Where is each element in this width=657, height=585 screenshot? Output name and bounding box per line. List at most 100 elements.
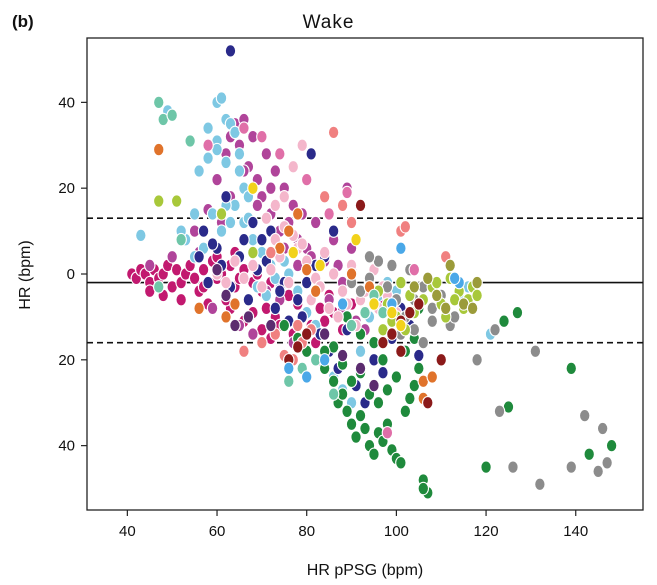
data-point xyxy=(386,305,398,320)
data-point xyxy=(283,224,295,238)
data-point xyxy=(399,220,412,234)
x-tick-label: 40 xyxy=(119,523,136,540)
data-point xyxy=(229,318,241,333)
data-point xyxy=(152,142,165,157)
data-point xyxy=(300,327,313,341)
data-point xyxy=(578,408,591,423)
data-point xyxy=(354,344,367,358)
data-point xyxy=(345,318,358,333)
data-point xyxy=(327,224,340,238)
data-point xyxy=(354,361,367,376)
data-point xyxy=(507,460,519,474)
y-tick-label: 20 xyxy=(58,180,75,197)
data-point xyxy=(296,138,308,153)
data-point xyxy=(314,258,326,273)
data-point xyxy=(215,224,228,238)
data-point xyxy=(466,301,479,316)
chart-title: Wake xyxy=(302,12,355,33)
data-point xyxy=(238,121,250,135)
data-point xyxy=(336,348,349,363)
data-point xyxy=(327,125,340,140)
data-point xyxy=(386,327,398,341)
data-point xyxy=(211,172,223,187)
data-point xyxy=(229,297,241,311)
data-point xyxy=(323,207,335,221)
data-point xyxy=(291,207,304,221)
data-point xyxy=(363,250,376,264)
data-point xyxy=(327,387,340,401)
data-point xyxy=(565,361,578,376)
x-tick-label: 140 xyxy=(563,523,588,540)
data-point xyxy=(247,327,259,341)
data-point xyxy=(274,147,286,161)
data-point xyxy=(404,391,416,406)
data-point xyxy=(291,318,304,333)
x-axis-ticks: 40 60 80 100 120 140 xyxy=(119,510,588,540)
data-point xyxy=(601,456,613,470)
data-point xyxy=(336,284,349,298)
data-point xyxy=(354,408,367,423)
data-point xyxy=(184,134,196,148)
data-point xyxy=(327,374,340,389)
data-point xyxy=(395,318,407,333)
data-point xyxy=(345,215,358,230)
y-tick-label: 40 xyxy=(58,94,75,111)
data-point xyxy=(318,353,331,367)
data-point xyxy=(211,262,223,277)
data-point xyxy=(534,477,546,492)
data-point xyxy=(345,417,358,431)
x-tick-label: 80 xyxy=(298,523,315,540)
data-point xyxy=(247,258,259,273)
data-point xyxy=(430,288,443,303)
data-point xyxy=(332,310,344,324)
data-point xyxy=(193,250,205,264)
data-point xyxy=(377,335,389,350)
data-point xyxy=(170,194,183,208)
data-point xyxy=(215,207,228,221)
data-point xyxy=(377,353,389,367)
x-tick-label: 120 xyxy=(474,523,499,540)
data-point xyxy=(471,288,483,303)
data-point xyxy=(300,370,313,384)
data-point xyxy=(283,374,295,389)
data-point xyxy=(422,395,434,410)
data-point xyxy=(336,198,349,213)
data-point xyxy=(269,198,282,213)
data-point xyxy=(233,147,246,161)
data-point xyxy=(489,323,501,337)
data-point xyxy=(592,464,604,479)
data-point xyxy=(135,228,147,243)
data-point xyxy=(368,447,380,461)
data-point xyxy=(498,314,510,328)
data-point xyxy=(480,460,492,474)
data-point xyxy=(278,318,291,333)
data-point xyxy=(399,404,412,419)
data-point xyxy=(220,310,232,324)
data-point xyxy=(233,164,246,178)
data-point xyxy=(300,262,313,277)
data-point xyxy=(256,280,268,294)
data-point xyxy=(238,271,250,286)
data-point xyxy=(529,344,542,358)
data-point xyxy=(260,147,273,161)
data-point xyxy=(309,215,322,230)
data-point xyxy=(152,280,165,294)
data-point xyxy=(166,250,178,264)
data-point xyxy=(193,301,205,316)
data-point xyxy=(341,185,353,200)
y-axis-ticks: 40 20 0 20 40 xyxy=(58,94,87,455)
data-point xyxy=(202,151,214,165)
x-tick-label: 100 xyxy=(384,523,409,540)
data-point xyxy=(269,301,282,316)
panel-label: (b) xyxy=(12,12,34,31)
data-point xyxy=(291,292,304,307)
data-point xyxy=(229,254,241,268)
data-point xyxy=(444,258,456,273)
data-point xyxy=(269,164,282,178)
data-point xyxy=(605,438,618,453)
data-point xyxy=(408,262,421,277)
data-point xyxy=(318,327,331,341)
data-point xyxy=(278,190,291,204)
data-point xyxy=(256,232,268,247)
